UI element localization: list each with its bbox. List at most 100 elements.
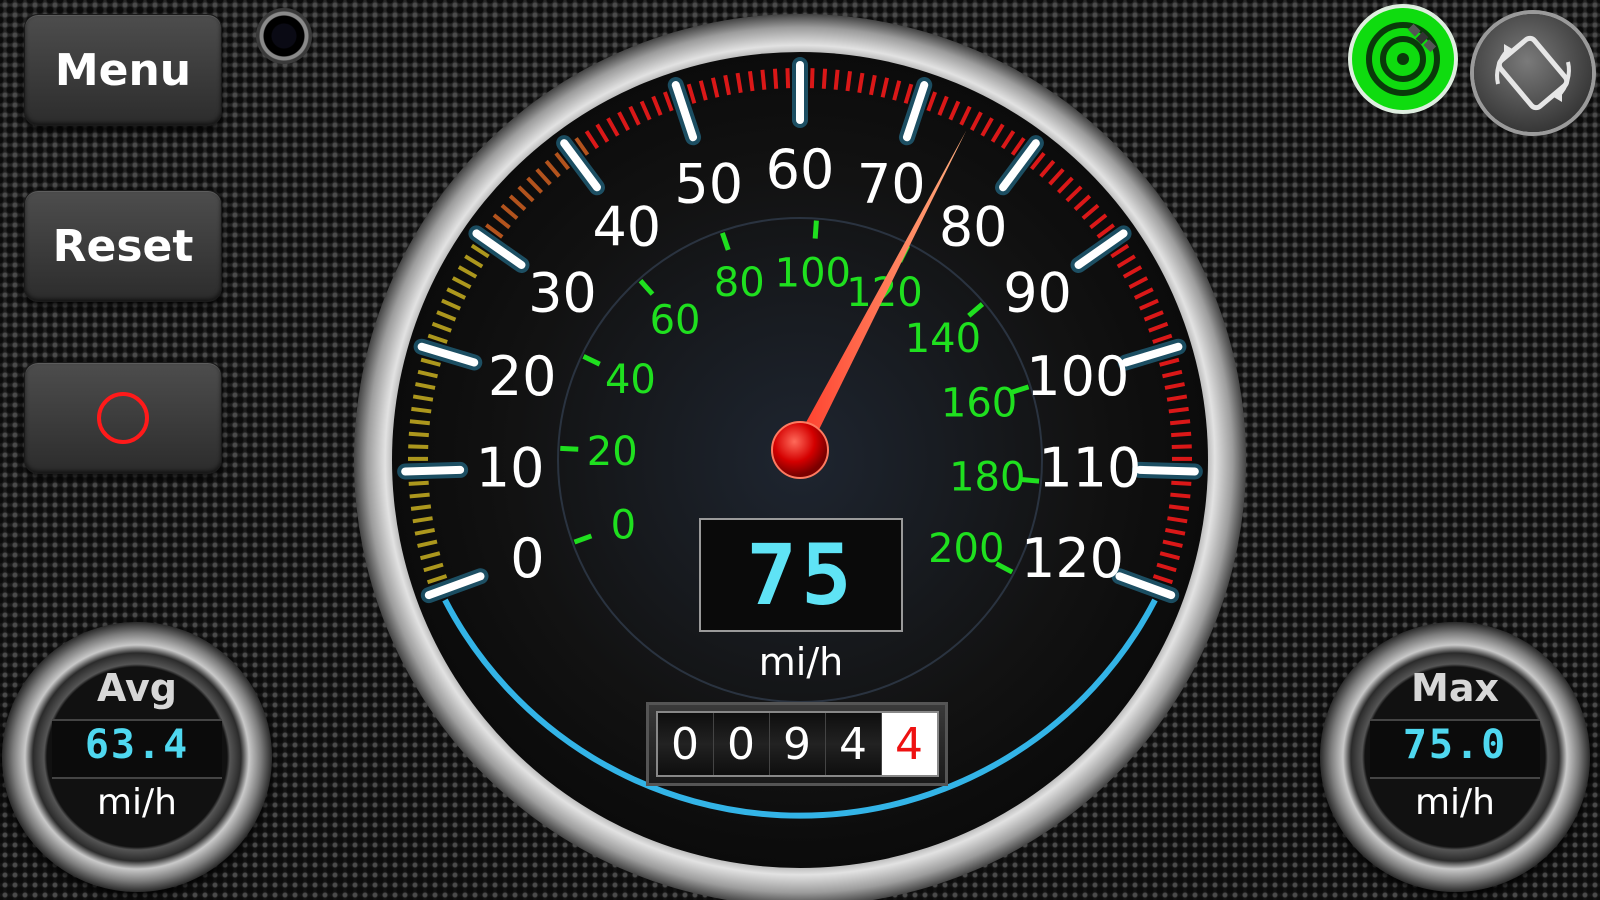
needle-hub	[771, 421, 829, 479]
red-arc-segment	[457, 265, 478, 279]
red-arc-segment	[535, 168, 552, 186]
mph-tick-label: 100	[1026, 345, 1129, 408]
red-arc-segment	[845, 70, 853, 92]
red-arc-segment	[880, 77, 890, 98]
max-unit: mi/h	[1414, 782, 1495, 823]
red-arc-segment	[1159, 357, 1180, 367]
avg-label: Avg	[96, 666, 178, 710]
max-label: Max	[1411, 666, 1499, 710]
speed-needle	[792, 130, 967, 454]
red-arc-segment	[420, 357, 441, 367]
avg-value: 63.4	[84, 722, 190, 768]
kmh-tick	[720, 232, 731, 251]
red-arc-segment	[948, 100, 961, 121]
mph-tick	[417, 342, 479, 367]
red-arc-segment	[1162, 369, 1183, 379]
red-arc-segment	[415, 382, 436, 390]
red-arc-segment	[639, 100, 652, 121]
red-arc-segment	[1152, 333, 1173, 344]
mph-tick-label: 120	[1021, 527, 1124, 590]
record-button[interactable]	[24, 362, 222, 474]
kmh-tick	[995, 561, 1014, 575]
red-arc-segment	[1089, 213, 1108, 230]
red-arc-segment	[857, 72, 865, 94]
red-arc-segment	[1128, 276, 1149, 290]
red-arc-segment	[1073, 194, 1092, 211]
red-arc-segment	[735, 72, 743, 94]
mph-tick-label: 110	[1038, 436, 1141, 499]
red-arc-segment	[526, 176, 544, 194]
mph-tick-label: 20	[488, 345, 557, 408]
kmh-tick	[582, 354, 601, 367]
red-arc-segment	[809, 68, 815, 89]
max-value-bar	[1370, 719, 1540, 779]
mph-tick-label: 30	[528, 262, 597, 325]
kmh-tick	[560, 445, 579, 452]
red-arc-segment	[1096, 223, 1115, 239]
red-arc-segment	[990, 123, 1005, 143]
screen-rotate-button[interactable]	[1474, 14, 1592, 132]
speed-unit-label: mi/h	[758, 640, 844, 684]
kmh-tick-label: 180	[949, 455, 1025, 501]
red-arc-segment	[436, 310, 457, 322]
red-arc-segment	[760, 69, 767, 90]
kmh-tick-label: 20	[587, 429, 638, 475]
red-arc-segment	[485, 223, 504, 239]
red-arc-segment	[1156, 562, 1177, 573]
red-arc-segment	[500, 203, 519, 220]
red-arc-segment	[431, 321, 452, 333]
red-arc-segment	[821, 68, 828, 89]
kmh-tick	[1010, 384, 1030, 395]
red-outer-arc	[407, 68, 1193, 596]
red-arc-segment	[446, 287, 467, 300]
camera-lens-icon[interactable]	[256, 8, 312, 64]
red-arc-segment	[686, 83, 697, 104]
red-arc-segment	[1169, 419, 1191, 426]
red-arc-segment	[662, 91, 674, 112]
kmh-tick	[967, 302, 985, 318]
kmh-tick-label: 60	[650, 298, 701, 344]
mph-tick	[671, 81, 698, 142]
reset-button-label: Reset	[52, 220, 194, 272]
gps-button[interactable]	[1352, 8, 1454, 110]
mph-tick	[1135, 465, 1199, 476]
digital-speed-value: 75	[746, 526, 856, 624]
red-arc-segment	[617, 111, 631, 131]
reset-button[interactable]: Reset	[24, 190, 222, 302]
red-arc-segment	[1162, 539, 1183, 548]
kmh-tick-labels: 020406080100120140160180200	[587, 250, 1026, 571]
mph-tick-label: 40	[592, 195, 661, 258]
red-arc-segment	[1159, 551, 1181, 561]
red-arc-segment	[408, 480, 429, 486]
red-arc-segment	[1065, 185, 1083, 203]
red-arc-segment	[1164, 382, 1185, 390]
max-speed-gauge[interactable]: Max 75.0 mi/h	[1320, 622, 1590, 892]
red-arc-segment	[1010, 137, 1026, 156]
kmh-tick-label: 200	[928, 526, 1004, 572]
menu-button-label: Menu	[54, 44, 192, 96]
red-arc-segment	[969, 111, 983, 131]
menu-button[interactable]: Menu	[24, 14, 222, 126]
kmh-tick	[573, 533, 593, 545]
red-arc-segment	[1133, 287, 1154, 300]
red-arc-segment	[451, 276, 472, 290]
kmh-tick	[638, 279, 655, 296]
red-arc-segment	[1167, 516, 1188, 524]
avg-unit: mi/h	[96, 782, 177, 823]
red-arc-segment	[723, 74, 731, 96]
red-arc-segment	[1048, 168, 1065, 186]
mph-tick-label: 0	[510, 527, 544, 590]
red-arc-segment	[408, 431, 429, 438]
mph-tick-label: 10	[476, 436, 545, 499]
mph-tick	[1074, 229, 1128, 269]
kmh-tick-label: 40	[605, 357, 656, 403]
avg-speed-gauge[interactable]: Avg 63.4 mi/h	[2, 622, 272, 892]
red-arc-segment	[574, 137, 590, 156]
mph-tick-label: 70	[857, 153, 926, 216]
red-arc-segment	[892, 80, 902, 101]
red-arc-segment	[772, 68, 779, 89]
red-arc-segment	[417, 369, 438, 379]
red-arc-segment	[554, 151, 570, 171]
red-arc-segment	[710, 77, 720, 98]
kmh-tick-label: 140	[905, 316, 981, 362]
